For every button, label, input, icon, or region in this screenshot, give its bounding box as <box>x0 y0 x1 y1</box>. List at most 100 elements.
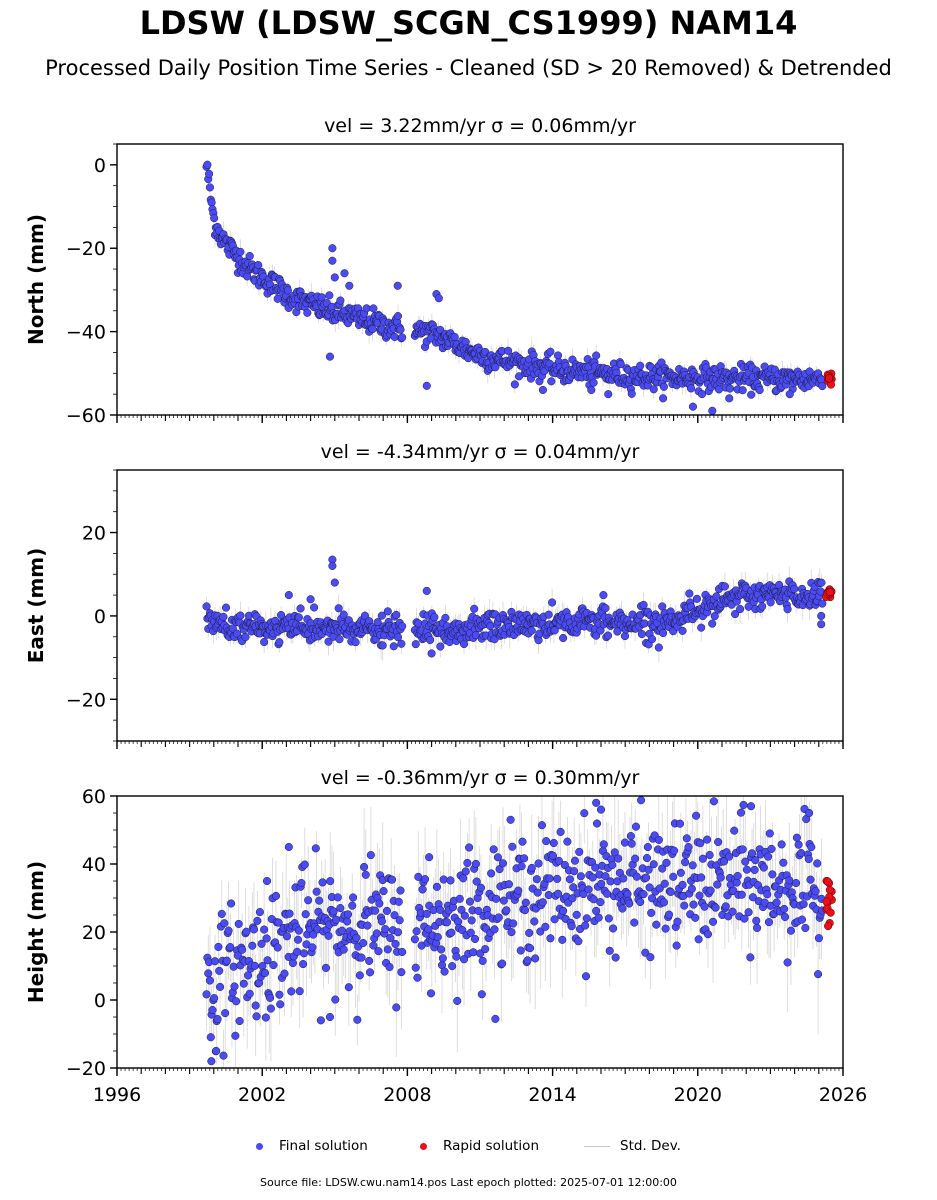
final-solution-point <box>816 587 825 596</box>
final-solution-point <box>487 869 496 878</box>
final-solution-point <box>273 294 282 303</box>
final-solution-point <box>777 840 786 849</box>
final-solution-point <box>636 361 645 370</box>
final-solution-marker-icon <box>256 1142 263 1150</box>
final-solution-point <box>351 638 360 647</box>
final-solution-point <box>470 604 479 613</box>
final-solution-point <box>352 933 361 942</box>
final-solution-point <box>700 902 709 911</box>
final-solution-point <box>755 386 764 395</box>
x-tick-label: 2020 <box>674 1084 722 1106</box>
final-solution-point <box>336 296 345 305</box>
final-solution-point <box>299 949 308 958</box>
final-solution-point <box>422 909 431 918</box>
final-solution-point <box>333 893 342 902</box>
final-solution-point <box>801 923 810 933</box>
final-solution-point <box>304 896 313 905</box>
final-solution-point <box>368 324 377 334</box>
final-solution-point <box>363 921 372 930</box>
final-solution-point <box>553 874 562 883</box>
y-axis-label: North (mm) <box>24 214 48 345</box>
final-solution-point <box>811 887 820 896</box>
y-tick-label: 0 <box>94 606 106 628</box>
final-solution-point <box>460 911 469 920</box>
final-solution-point <box>804 854 813 864</box>
final-solution-point <box>712 592 721 601</box>
final-solution-point <box>594 913 603 922</box>
final-solution-point <box>470 934 480 944</box>
final-solution-point <box>510 380 519 389</box>
final-solution-point <box>596 626 605 635</box>
final-solution-point <box>772 898 781 907</box>
final-solution-point <box>450 333 459 342</box>
final-solution-point <box>424 925 433 934</box>
final-solution-point <box>785 876 794 885</box>
final-solution-point <box>362 304 371 313</box>
final-solution-point <box>689 900 698 909</box>
final-solution-point <box>807 843 816 852</box>
final-solution-point <box>659 898 668 907</box>
final-solution-point <box>398 622 407 631</box>
final-solution-point <box>659 628 668 638</box>
final-solution-point <box>271 891 281 901</box>
final-solution-point <box>355 971 364 980</box>
final-solution-point <box>645 883 654 892</box>
final-solution-point <box>790 584 799 594</box>
final-solution-point <box>294 926 303 935</box>
final-solution-point <box>255 908 264 917</box>
final-solution-point <box>599 591 608 600</box>
final-solution-point <box>759 863 768 872</box>
final-solution-point <box>553 889 563 898</box>
final-solution-point <box>414 619 423 628</box>
y-tick-label: −20 <box>66 1058 106 1080</box>
final-solution-point <box>235 1016 244 1026</box>
final-solution-point <box>504 880 513 889</box>
final-solution-points <box>202 160 827 415</box>
final-solution-point <box>792 878 801 888</box>
rapid-solution-point <box>825 587 835 596</box>
final-solution-point <box>266 993 275 1002</box>
final-solution-point <box>592 906 601 915</box>
final-solution-point <box>283 286 292 295</box>
final-solution-point <box>764 918 773 927</box>
final-solution-point <box>817 578 826 587</box>
final-solution-point <box>599 840 608 849</box>
final-solution-point <box>610 848 619 857</box>
final-solution-point <box>386 933 395 943</box>
final-solution-point <box>659 394 668 403</box>
final-solution-point <box>275 638 284 647</box>
final-solution-point <box>328 256 337 265</box>
final-solution-point <box>489 845 498 854</box>
final-solution-point <box>641 948 650 957</box>
final-solution-points <box>202 796 827 1066</box>
chart-panel-3: vel = -0.36mm/yr σ = 0.30mm/yr Height (mm… <box>24 767 867 1106</box>
final-solution-point <box>227 899 236 908</box>
final-solution-point <box>596 898 605 907</box>
final-solution-point <box>783 958 792 967</box>
final-solution-point <box>637 629 646 639</box>
final-solution-point <box>627 839 636 848</box>
final-solution-point <box>574 937 583 946</box>
final-solution-point <box>369 304 378 313</box>
final-solution-point <box>659 382 668 391</box>
x-tick-label: 2014 <box>528 1084 576 1106</box>
final-solution-point <box>538 898 547 907</box>
final-solution-point <box>765 829 774 838</box>
final-solution-point <box>303 308 312 317</box>
final-solution-point <box>269 961 278 970</box>
final-solution-point <box>596 805 606 814</box>
final-solution-point <box>229 962 238 971</box>
final-solution-point <box>472 877 481 886</box>
final-solution-point <box>353 1015 362 1024</box>
final-solution-point <box>581 921 590 930</box>
final-solution-point <box>477 990 486 999</box>
final-solution-point <box>580 809 589 818</box>
final-solution-point <box>736 605 745 614</box>
final-solution-point <box>467 916 476 925</box>
final-solution-point <box>344 983 353 992</box>
final-solution-point <box>325 291 334 300</box>
final-solution-point <box>421 875 430 884</box>
final-solution-point <box>746 802 756 811</box>
final-solution-point <box>714 837 723 847</box>
final-solution-point <box>649 385 658 394</box>
